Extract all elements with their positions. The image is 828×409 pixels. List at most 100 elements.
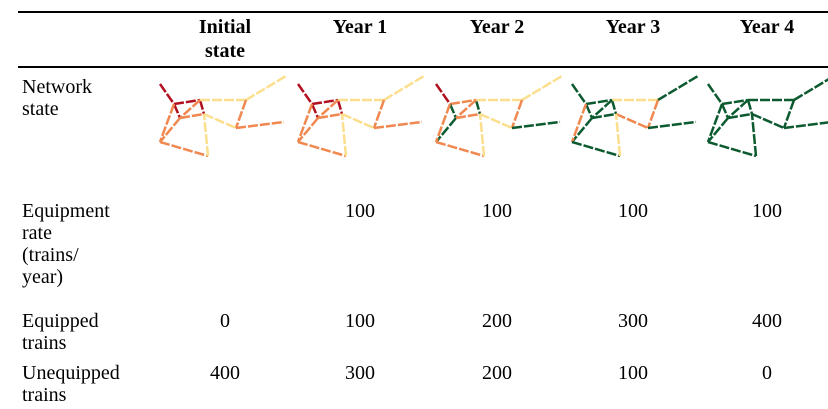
network-edge — [203, 112, 237, 130]
network-edge — [584, 103, 594, 119]
equipped-trains-year-1: 100 — [345, 310, 375, 332]
network-diagram-year-3 — [570, 74, 699, 158]
equipped-trains-year-3: 300 — [618, 310, 648, 332]
header-rule — [18, 66, 828, 68]
unequipped-trains-year-1: 300 — [345, 362, 375, 384]
network-edge — [297, 117, 319, 143]
network-edge — [782, 99, 796, 129]
unequipped-trains-initial: 400 — [210, 362, 240, 384]
network-edge — [751, 112, 785, 130]
network-edge — [750, 113, 758, 157]
top-rule — [18, 11, 828, 13]
network-edge — [721, 98, 749, 106]
network-edge — [340, 113, 348, 157]
network-edge — [746, 99, 754, 115]
network-edge — [296, 83, 314, 105]
network-edge — [296, 103, 314, 143]
equipped-trains-year-2: 200 — [482, 310, 512, 332]
network-edge — [571, 140, 621, 158]
network-edge — [234, 99, 248, 129]
network-edge — [311, 98, 339, 106]
column-header-year-3: Year 3 — [605, 16, 661, 38]
network-diagram-year-1 — [296, 74, 425, 158]
network-edge — [448, 103, 458, 119]
row-label-equipped-trains: Equipped trains — [22, 310, 99, 354]
column-header-year-2: Year 2 — [469, 16, 525, 38]
network-edge — [707, 140, 757, 158]
network-edge — [610, 99, 618, 115]
network-diagram-initial-state — [158, 74, 287, 158]
network-edge — [158, 83, 176, 105]
network-edge — [585, 98, 613, 106]
network-edge — [245, 74, 287, 102]
network-edge — [591, 99, 613, 119]
network-edge — [455, 99, 477, 119]
network-edge — [297, 140, 347, 158]
network-edge — [179, 112, 205, 120]
equipped-trains-year-4: 400 — [752, 310, 782, 332]
network-edge — [614, 113, 622, 157]
network-edge — [341, 112, 375, 130]
network-edge — [706, 83, 724, 105]
network-edge — [521, 74, 563, 102]
network-edge — [172, 103, 182, 119]
equipment-rate-year-2: 100 — [482, 200, 512, 222]
network-edge — [434, 103, 452, 143]
network-edge — [570, 83, 588, 105]
network-edge — [727, 99, 749, 119]
unequipped-trains-year-2: 200 — [482, 362, 512, 384]
network-edge — [310, 103, 320, 119]
network-edge — [455, 112, 481, 120]
network-edge — [793, 78, 828, 102]
network-edge — [383, 74, 425, 102]
network-edge — [591, 112, 617, 120]
network-edge — [317, 112, 343, 120]
network-diagram-year-2 — [434, 74, 563, 158]
network-edge — [435, 117, 457, 143]
column-header-year-1: Year 1 — [332, 16, 388, 38]
network-edge — [449, 98, 477, 106]
row-label-network-state: Network state — [22, 76, 92, 120]
network-diagram-year-4 — [706, 78, 828, 158]
network-edge — [707, 117, 729, 143]
network-edge — [179, 99, 201, 119]
network-edge — [372, 99, 386, 129]
network-edge — [435, 140, 485, 158]
network-edge — [158, 103, 176, 143]
network-edge — [720, 103, 730, 119]
network-edge — [478, 113, 486, 157]
network-edge — [434, 83, 452, 105]
network-edge — [198, 99, 206, 115]
network-edge — [511, 120, 561, 130]
network-edge — [474, 99, 482, 115]
network-edge — [373, 120, 423, 130]
equipment-rate-year-3: 100 — [618, 200, 648, 222]
row-label-unequipped-trains: Unequipped trains — [22, 362, 120, 406]
network-edge — [235, 120, 285, 130]
network-edge — [570, 103, 588, 143]
equipped-trains-initial: 0 — [220, 310, 230, 332]
network-edge — [510, 99, 524, 129]
network-edge — [571, 117, 593, 143]
unequipped-trains-year-3: 100 — [618, 362, 648, 384]
network-edge — [706, 103, 724, 143]
network-edge — [727, 112, 753, 120]
network-edge — [202, 113, 210, 157]
unequipped-trains-year-4: 0 — [762, 362, 772, 384]
column-header-year-4: Year 4 — [739, 16, 795, 38]
network-edge — [317, 99, 339, 119]
network-edge — [479, 112, 513, 130]
network-edge — [159, 117, 181, 143]
network-edge — [336, 99, 344, 115]
network-edge — [657, 74, 699, 102]
network-edge — [646, 99, 660, 129]
row-label-equipment-rate: Equipment rate (trains/ year) — [22, 200, 110, 288]
network-edge — [159, 140, 209, 158]
equipment-rate-year-4: 100 — [752, 200, 782, 222]
network-edge — [615, 112, 649, 130]
network-edge — [783, 121, 828, 130]
network-edge — [647, 120, 697, 130]
equipment-rate-year-1: 100 — [345, 200, 375, 222]
network-edge — [173, 98, 201, 106]
column-header-initial-state: Initial state — [198, 16, 252, 62]
